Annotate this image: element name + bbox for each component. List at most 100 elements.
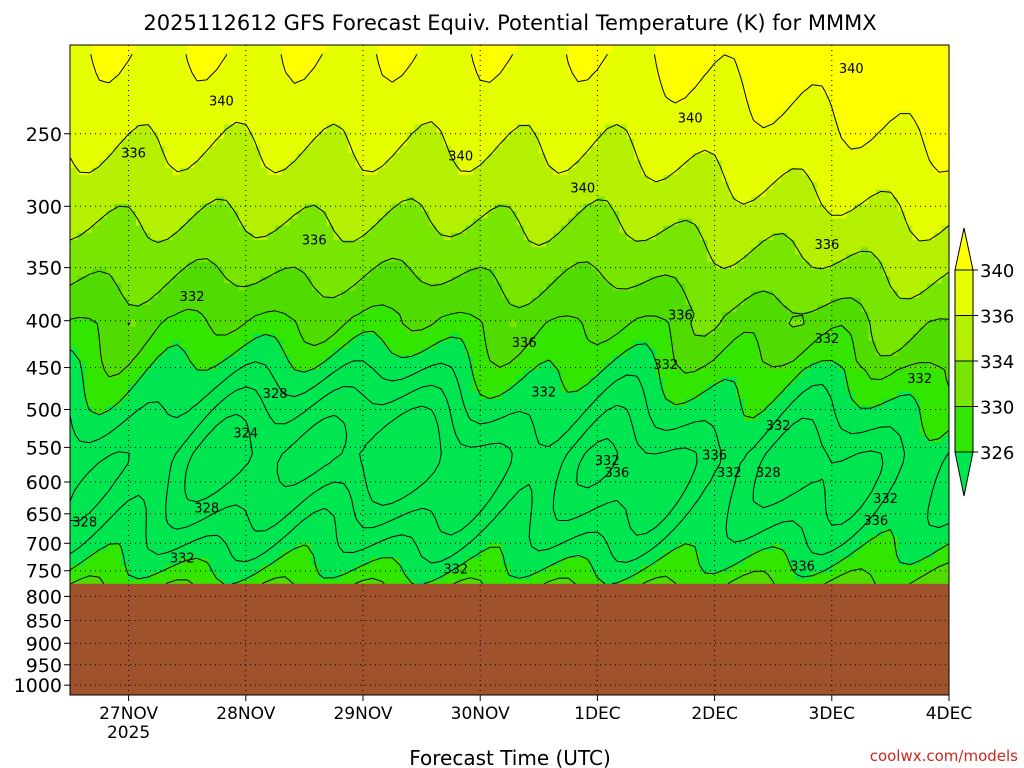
band-cell [179,247,188,256]
band-cell [282,189,291,198]
band-cell [143,254,152,263]
band-cell [216,189,225,198]
band-cell [194,427,203,436]
band-cell [157,66,166,75]
band-cell [260,189,269,198]
band-cell [319,138,327,147]
band-cell [348,507,357,516]
band-cell [355,485,364,494]
band-cell [91,146,100,154]
band-cell [113,189,122,198]
band-cell [406,297,415,306]
band-cell [289,102,298,111]
band-cell [245,160,254,169]
band-cell [106,333,115,342]
band-cell [377,456,386,465]
band-cell [414,283,423,292]
band-cell [267,160,276,169]
band-cell [70,507,78,516]
band-cell [260,406,269,414]
band-cell [143,557,152,566]
band-cell [106,81,115,89]
band-cell [223,348,232,357]
band-cell [165,117,174,126]
band-cell [121,66,130,75]
band-cell [311,290,320,299]
band-cell [172,247,181,256]
band-cell [472,240,481,248]
band-cell [414,52,423,61]
band-cell [289,297,298,306]
band-cell [113,521,122,530]
band-cell [91,160,100,169]
band-cell [370,420,379,429]
band-cell [355,232,364,241]
band-cell [282,276,291,284]
band-cell [370,232,379,241]
band-cell [70,485,78,494]
band-cell [99,398,108,407]
band-cell [341,478,349,487]
band-cell [450,138,459,147]
band-cell [319,507,327,516]
band-cell [377,557,386,566]
band-cell [201,420,210,429]
band-cell [348,370,357,378]
band-cell [187,196,196,205]
band-cell [348,442,357,451]
band-cell [443,261,452,270]
band-cell [319,500,327,508]
band-cell [84,254,93,263]
band-cell [121,81,130,89]
band-cell [157,543,166,552]
band-cell [384,254,393,263]
band-cell [238,196,247,205]
band-cell [289,362,298,371]
band-cell [297,500,305,508]
band-cell [443,492,452,501]
band-cell [282,312,291,321]
band-cell [165,153,174,162]
band-cell [355,463,364,472]
band-cell [84,370,93,378]
band-cell [392,196,401,205]
band-cell [458,384,467,393]
band-cell [121,507,130,516]
band-cell [428,254,437,263]
band-cell [70,124,78,133]
band-cell [348,290,357,299]
band-cell [414,297,423,306]
band-cell [348,232,357,241]
band-cell [238,492,247,501]
band-cell [70,102,78,111]
band-cell [304,355,313,364]
band-cell [179,88,188,97]
band-cell [377,485,386,494]
band-cell [194,557,203,566]
band-cell [209,565,218,573]
band-cell [436,305,445,313]
band-cell [297,579,305,588]
band-cell [428,478,437,487]
band-cell [172,312,181,321]
band-cell [472,124,481,133]
band-cell [370,565,379,573]
band-cell [319,247,327,256]
band-cell [238,326,247,335]
band-cell [77,153,86,162]
band-cell [450,182,459,191]
band-cell [121,131,130,140]
band-cell [465,52,474,61]
band-cell [399,536,408,544]
band-cell [319,478,327,487]
band-cell [238,305,247,313]
band-cell [333,406,342,414]
band-cell [341,247,349,256]
band-cell [150,261,159,270]
band-cell [384,261,393,270]
band-cell [165,45,174,53]
band-cell [297,507,305,516]
band-cell [377,427,386,436]
band-cell [267,565,276,573]
band-cell [289,218,298,227]
